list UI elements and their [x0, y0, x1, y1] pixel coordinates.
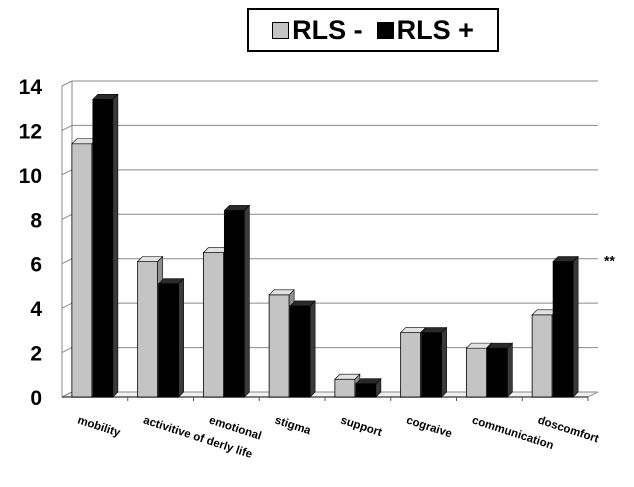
bar-top — [92, 94, 119, 100]
gridline-depth — [61, 169, 73, 176]
legend-swatch-rls-positive — [376, 21, 394, 39]
bar-rls-negative — [400, 332, 422, 398]
y-tick-label: 12 — [19, 120, 42, 143]
bar-top — [420, 327, 448, 333]
significance-annotation: ** — [604, 252, 615, 268]
bar-rls-positive — [223, 209, 245, 398]
bar-side — [441, 326, 447, 398]
y-tick-label: 0 — [30, 387, 42, 410]
gridline-depth — [61, 258, 73, 265]
legend-label-rls-negative: RLS - — [292, 14, 363, 45]
bar-rls-negative — [465, 347, 487, 398]
x-category-label: cograive — [405, 414, 454, 440]
bar-top — [399, 327, 427, 333]
bar-rls-positive — [355, 383, 377, 398]
bar-top — [552, 256, 579, 262]
bar-rls-negative — [137, 261, 159, 398]
legend-item-rls-positive: RLS + — [376, 14, 474, 46]
bar-rls-negative — [268, 294, 290, 398]
bar-rls-negative — [334, 378, 356, 398]
bar-rls-positive — [552, 261, 574, 398]
bar-top — [223, 205, 251, 211]
y-tick-label: 4 — [30, 298, 42, 321]
y-tick-label: 8 — [30, 209, 42, 232]
x-category-label: activitive of derly life — [142, 414, 254, 461]
bar-top — [486, 342, 514, 349]
y-tick-label: 14 — [19, 76, 43, 99]
gridline-depth — [61, 391, 73, 398]
gridline-depth — [61, 302, 73, 309]
bar-rls-negative — [531, 314, 553, 398]
bar-top — [289, 300, 316, 307]
bar-side — [572, 255, 579, 398]
gridline-depth — [61, 347, 73, 354]
bar-top — [334, 373, 361, 380]
y-tick-label: 10 — [19, 165, 42, 188]
x-category-label: support — [339, 414, 384, 439]
legend-label-rls-positive: RLS + — [396, 14, 474, 45]
bar-top — [136, 256, 164, 262]
x-category-label: mobility — [76, 414, 122, 439]
bar-rls-negative — [202, 252, 224, 398]
bar-rls-positive — [92, 98, 114, 398]
bar-top — [268, 289, 295, 296]
bar-rls-positive — [158, 283, 180, 398]
y-tick-label: 2 — [30, 343, 42, 366]
legend-swatch-rls-negative — [272, 21, 290, 39]
legend-item-rls-negative: RLS - — [272, 15, 363, 46]
bar-rls-positive — [421, 332, 443, 398]
x-category-label: stigma — [273, 414, 313, 437]
y-tick-label: 6 — [30, 254, 42, 277]
gridline-depth — [61, 213, 73, 220]
bar-rls-negative — [71, 143, 93, 398]
gridline-depth — [61, 80, 73, 87]
bar-side — [112, 93, 119, 398]
bar-top — [465, 342, 493, 349]
bar-top — [355, 378, 382, 384]
bar-side — [244, 204, 250, 398]
bar-top — [157, 278, 185, 285]
bar-rls-positive — [486, 347, 508, 398]
bar-rls-positive — [289, 305, 311, 398]
gridline-depth — [61, 124, 73, 131]
bar-side — [178, 277, 184, 398]
bar-side — [309, 300, 316, 398]
bar-side — [507, 342, 513, 398]
chart-legend: RLS - RLS + — [247, 8, 499, 52]
